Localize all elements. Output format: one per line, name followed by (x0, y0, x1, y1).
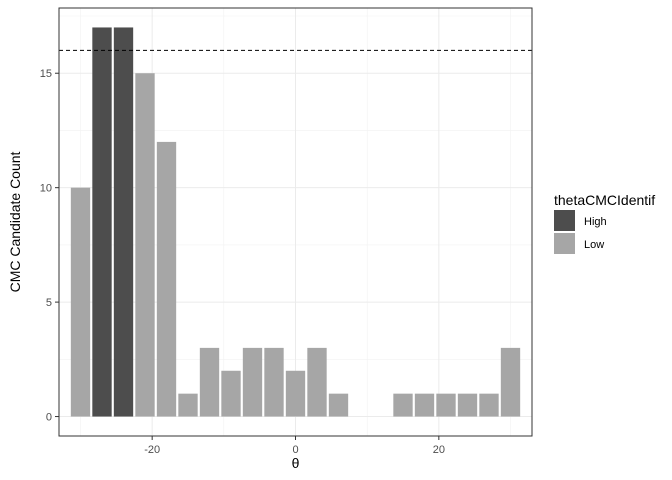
bar-low (242, 347, 263, 417)
bar-low (307, 347, 327, 417)
x-tick-label: -20 (144, 444, 160, 456)
y-tick-label: 15 (40, 68, 52, 80)
bar-high (113, 27, 134, 417)
y-axis-ticks: 0 5 10 15 (40, 68, 59, 424)
x-axis-ticks: -20 0 20 (144, 436, 445, 456)
bar-low (328, 393, 349, 417)
legend-title: thetaCMCIdentif (554, 192, 655, 208)
bars (70, 27, 521, 417)
bar-low (178, 393, 198, 417)
legend-label-low: Low (584, 239, 604, 251)
bar-low (479, 393, 499, 417)
y-tick-label: 0 (46, 412, 52, 424)
bar-low (414, 393, 435, 417)
x-tick-label: 0 (292, 444, 298, 456)
legend-key-high (554, 210, 575, 231)
legend-label-high: High (584, 216, 607, 228)
bar-low (393, 393, 413, 417)
bar-low (285, 370, 306, 417)
legend: thetaCMCIdentif High Low (554, 192, 655, 254)
y-axis-title: CMC Candidate Count (7, 151, 23, 292)
y-tick-label: 10 (40, 183, 52, 195)
bar-low (199, 347, 220, 417)
bar-low (70, 187, 91, 417)
bar-low (500, 347, 521, 417)
x-axis-title: θ (292, 455, 300, 471)
bar-low (264, 347, 284, 417)
bar-low (457, 393, 478, 417)
y-tick-label: 5 (46, 297, 52, 309)
legend-key-low (554, 233, 575, 254)
x-tick-label: 20 (433, 444, 445, 456)
bar-low (436, 393, 456, 417)
bar-low (221, 370, 241, 417)
bar-low (135, 73, 155, 417)
bar-high (92, 27, 112, 417)
bar-low (156, 141, 177, 417)
